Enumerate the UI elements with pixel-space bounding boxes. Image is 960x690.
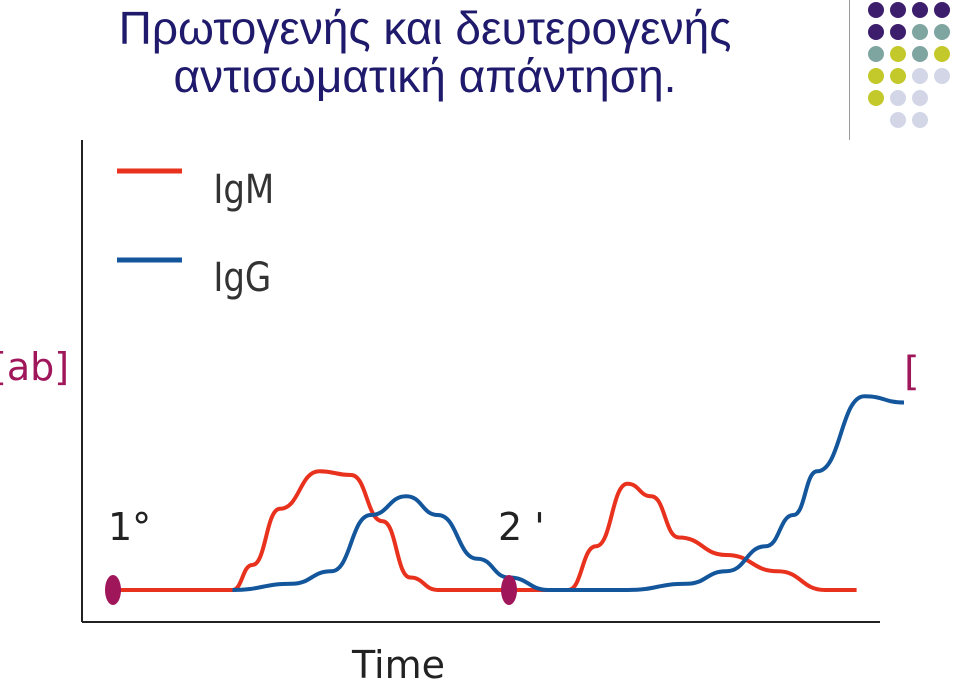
decor-dot [868, 90, 884, 106]
decor-dot [868, 2, 884, 18]
marker-layer [105, 575, 517, 605]
legend-igm-label: IgM [213, 166, 274, 212]
decor-dot [934, 2, 950, 18]
decor-dot [890, 112, 906, 128]
decor-dot [934, 46, 950, 62]
x-axis-label: Time [351, 643, 445, 687]
decor-dot [890, 24, 906, 40]
slide-title-line-2: αντισωματική απάντηση. [173, 50, 677, 102]
decor-dot [868, 68, 884, 84]
slide-title: Πρωτογενής και δευτερογενής αντισωματική… [0, 4, 850, 100]
right-edge-label: [ [904, 349, 920, 395]
decor-dot [934, 68, 950, 84]
exposure-marker-2 [501, 575, 517, 605]
decor-dot [912, 2, 928, 18]
decor-dot [890, 90, 906, 106]
decor-dot [934, 24, 950, 40]
exposure-marker-1 [105, 575, 121, 605]
primary-exposure-label: 1° [108, 505, 151, 549]
decor-dot [890, 46, 906, 62]
series-layer [114, 394, 905, 592]
slide-title-line-1: Πρωτογενής και δευτερογενής [118, 2, 732, 54]
decor-dot [912, 90, 928, 106]
decor-dot [890, 68, 906, 84]
decor-dot [868, 24, 884, 40]
decor-dot [912, 46, 928, 62]
decor-dot [912, 68, 928, 84]
decor-dot [912, 24, 928, 40]
secondary-exposure-label: 2 ' [498, 505, 545, 549]
series-line-igg [232, 394, 905, 592]
title-divider [849, 0, 850, 140]
decor-dot [890, 2, 906, 18]
y-axis-label: [ab] [0, 345, 69, 389]
decorative-dot-grid [868, 2, 950, 128]
legend-igg-label: IgG [213, 254, 271, 300]
decor-dot [868, 46, 884, 62]
series-line-igm [114, 469, 857, 592]
decor-dot [912, 112, 928, 128]
